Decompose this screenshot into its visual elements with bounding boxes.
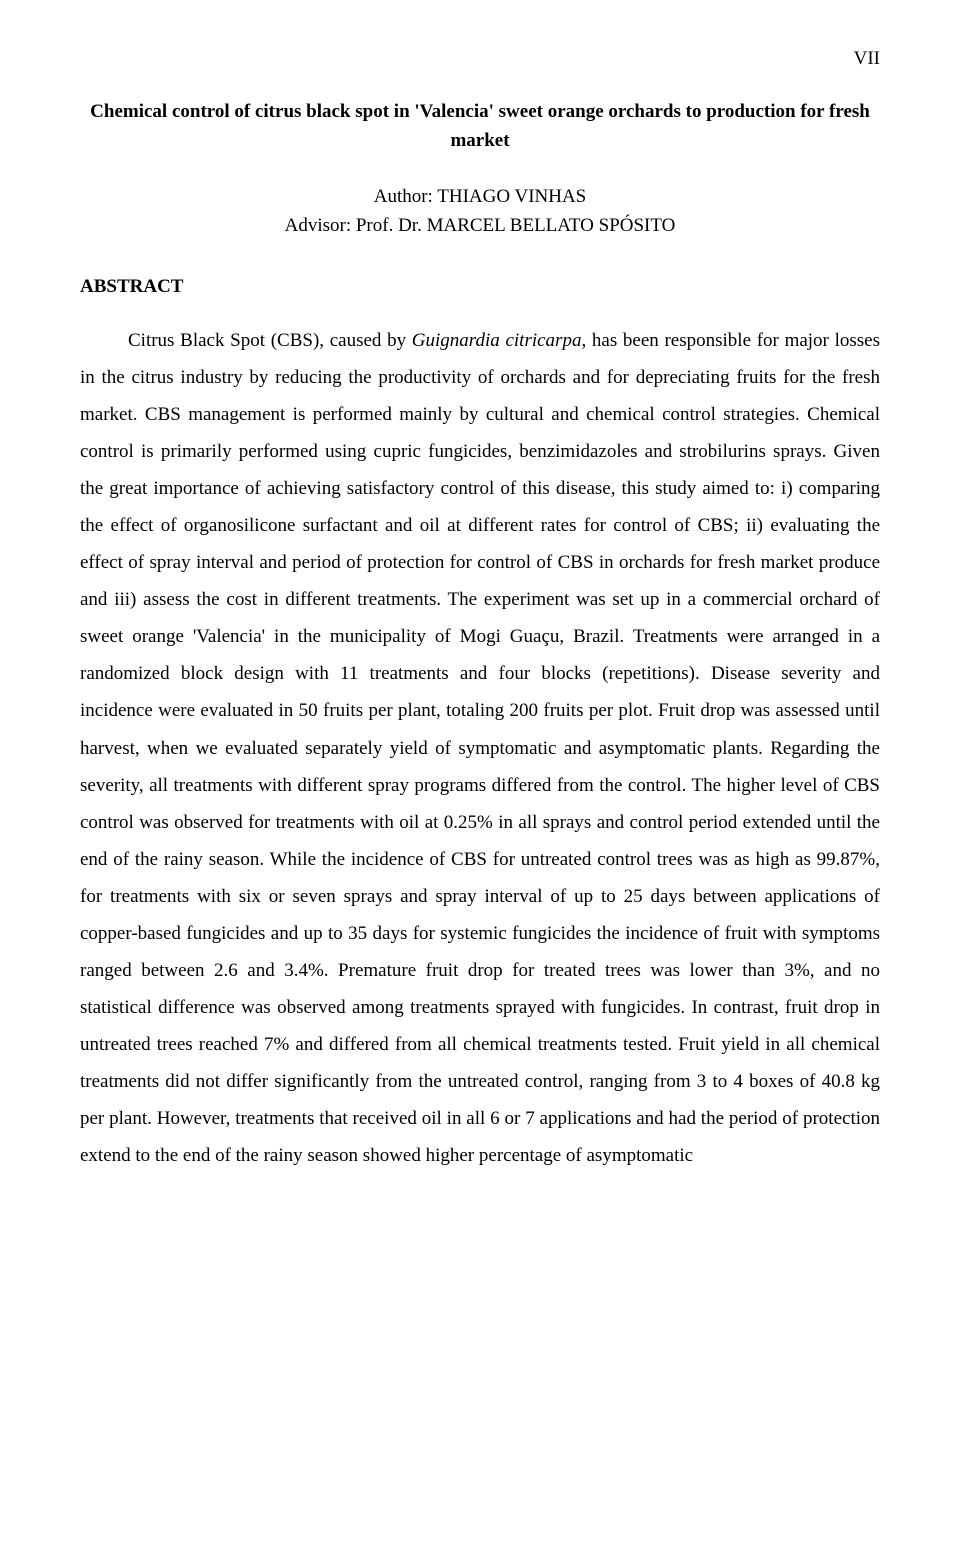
author-label: Author: bbox=[374, 186, 433, 207]
abstract-heading: ABSTRACT bbox=[80, 276, 880, 298]
species-name: Guignardia citricarpa bbox=[412, 330, 582, 351]
author-name: THIAGO VINHAS bbox=[437, 186, 586, 207]
advisor-line: Advisor: Prof. Dr. MARCEL BELLATO SPÓSIT… bbox=[80, 212, 880, 241]
advisor-name: Prof. Dr. MARCEL BELLATO SPÓSITO bbox=[356, 215, 676, 236]
paper-title: Chemical control of citrus black spot in… bbox=[80, 98, 880, 155]
abstract-body: Citrus Black Spot (CBS), caused by Guign… bbox=[80, 322, 880, 1174]
abstract-part1: Citrus Black Spot (CBS), caused by bbox=[128, 330, 412, 351]
page-number: VII bbox=[80, 48, 880, 70]
author-block: Author: THIAGO VINHAS Advisor: Prof. Dr.… bbox=[80, 183, 880, 240]
author-line: Author: THIAGO VINHAS bbox=[80, 183, 880, 212]
advisor-label: Advisor: bbox=[285, 215, 352, 236]
abstract-part2: , has been responsible for major losses … bbox=[80, 330, 880, 1166]
